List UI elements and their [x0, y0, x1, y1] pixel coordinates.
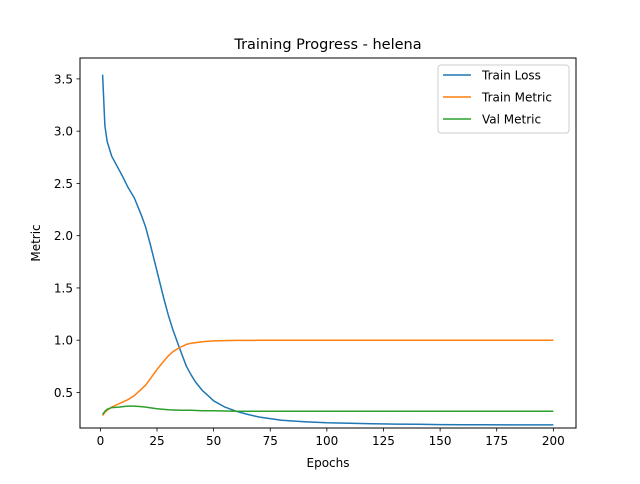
x-tick-label: 0: [97, 434, 105, 448]
y-tick-label: 3.5: [54, 72, 73, 86]
legend-label: Val Metric: [482, 113, 541, 127]
series-line-val-metric: [101, 405, 554, 415]
y-tick-label: 2.0: [54, 229, 73, 243]
x-tick-label: 25: [149, 434, 164, 448]
y-tick-label: 0.5: [54, 386, 73, 400]
legend-label: Train Loss: [481, 69, 541, 83]
x-tick-label: 200: [542, 434, 565, 448]
plot-lines: [101, 74, 554, 426]
series-line-train-loss: [101, 74, 554, 426]
x-tick-label: 125: [372, 434, 395, 448]
x-tick-label: 75: [263, 434, 278, 448]
x-tick-label: 50: [206, 434, 221, 448]
legend: Train Loss Train Metric Val Metric: [437, 64, 570, 134]
x-tick-label: 175: [485, 434, 508, 448]
legend-box: [437, 64, 570, 134]
y-tick-label: 1.0: [54, 334, 73, 348]
y-axis-label: Metric: [29, 224, 43, 261]
x-tick-label: 150: [429, 434, 452, 448]
chart-title: Training Progress - helena: [233, 37, 421, 53]
y-tick-label: 2.5: [54, 177, 73, 191]
y-axis-ticks: 0.5 1.0 1.5 2.0 2.5 3.0 3.5: [54, 72, 80, 400]
x-axis-label: Epochs: [307, 456, 350, 470]
x-tick-label: 100: [315, 434, 338, 448]
x-axis-ticks: 0 25 50 75 100 125 150 175 200: [97, 428, 565, 448]
plot-frame: [79, 57, 577, 429]
series-line-train-metric: [101, 339, 554, 416]
legend-label: Train Metric: [481, 91, 552, 105]
y-tick-label: 3.0: [54, 125, 73, 139]
y-tick-label: 1.5: [54, 281, 73, 295]
